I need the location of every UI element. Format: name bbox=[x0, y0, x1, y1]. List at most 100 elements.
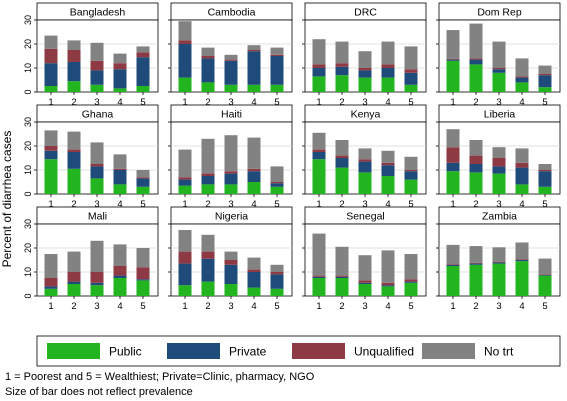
bar-cambodia-1-private bbox=[178, 44, 192, 78]
bar-ghana-5-private bbox=[136, 178, 150, 187]
x-tick-label: 5 bbox=[140, 97, 145, 108]
x-tick-label: 4 bbox=[519, 97, 524, 108]
x-tick-label: 4 bbox=[385, 97, 390, 108]
bar-haiti-3-unqualified bbox=[224, 171, 238, 174]
bar-drc-1-public bbox=[312, 76, 326, 92]
bar-haiti-4-no-trt bbox=[247, 137, 261, 169]
bar-haiti-5-unqualified bbox=[270, 182, 284, 184]
bar-mali-5-public bbox=[136, 280, 150, 296]
bar-nigeria-5-private bbox=[270, 274, 284, 289]
bar-kenya-4-public bbox=[381, 176, 395, 194]
bar-dom-rep-5-unqualified bbox=[538, 74, 552, 76]
x-tick-label: 1 bbox=[316, 97, 321, 108]
bar-kenya-2-no-trt bbox=[335, 140, 349, 156]
bar-dom-rep-1-private bbox=[446, 59, 460, 61]
x-tick-label: 3 bbox=[496, 199, 501, 210]
bar-senegal-3-no-trt bbox=[358, 255, 372, 281]
bar-zambia-1-no-trt bbox=[446, 244, 460, 265]
bar-dom-rep-1-no-trt bbox=[446, 30, 460, 59]
bar-liberia-3-no-trt bbox=[492, 147, 506, 158]
bar-nigeria-2-unqualified bbox=[201, 251, 215, 259]
bar-nigeria-4-private bbox=[247, 272, 261, 288]
bar-senegal-4-unqualified bbox=[381, 282, 395, 286]
x-tick-label: 3 bbox=[228, 199, 233, 210]
panel-title: Kenya bbox=[351, 109, 381, 121]
bar-dom-rep-4-no-trt bbox=[515, 58, 529, 77]
y-tick-label: 10 bbox=[23, 165, 33, 175]
bar-kenya-3-public bbox=[358, 172, 372, 194]
bar-bangladesh-5-private bbox=[136, 57, 150, 86]
x-tick-label: 4 bbox=[117, 199, 122, 210]
bar-haiti-1-private bbox=[178, 179, 192, 186]
panel-title: Liberia bbox=[484, 109, 516, 121]
x-tick-label: 1 bbox=[48, 199, 53, 210]
bar-mali-5-no-trt bbox=[136, 248, 150, 268]
x-tick-label: 4 bbox=[251, 199, 256, 210]
bar-cambodia-5-public bbox=[270, 84, 284, 92]
bar-ghana-5-no-trt bbox=[136, 170, 150, 178]
x-tick-label: 5 bbox=[408, 199, 413, 210]
bar-drc-1-private bbox=[312, 68, 326, 77]
bar-kenya-5-unqualified bbox=[404, 170, 418, 172]
x-tick-label: 2 bbox=[205, 301, 210, 312]
bar-senegal-4-no-trt bbox=[381, 250, 395, 283]
bar-dom-rep-4-public bbox=[515, 82, 529, 92]
x-tick-label: 2 bbox=[71, 199, 76, 210]
bar-senegal-3-private bbox=[358, 282, 372, 284]
bar-cambodia-2-private bbox=[201, 58, 215, 83]
bar-haiti-3-public bbox=[224, 184, 238, 194]
x-tick-label: 2 bbox=[339, 301, 344, 312]
panel-senegal: Senegal 1 2 3 4 5 bbox=[302, 206, 427, 312]
bar-dom-rep-5-public bbox=[538, 87, 552, 92]
bar-cambodia-3-public bbox=[224, 84, 238, 92]
bar-nigeria-3-public bbox=[224, 284, 238, 296]
y-tick-label: 30 bbox=[23, 219, 33, 229]
bar-zambia-3-public bbox=[492, 263, 506, 296]
bar-drc-5-private bbox=[404, 72, 418, 85]
bar-drc-5-public bbox=[404, 84, 418, 92]
bar-liberia-3-private bbox=[492, 166, 506, 174]
bar-kenya-4-no-trt bbox=[381, 150, 395, 163]
bar-zambia-4-unqualified bbox=[515, 259, 529, 260]
bar-zambia-3-no-trt bbox=[492, 247, 506, 262]
panel-title: Haiti bbox=[221, 109, 242, 121]
bar-zambia-4-public bbox=[515, 261, 529, 296]
footnote-bar-size-disclaimer: Size of bar does not reflect prevalence bbox=[5, 386, 193, 398]
bar-zambia-1-private bbox=[446, 264, 460, 266]
bar-dom-rep-3-no-trt bbox=[492, 41, 506, 68]
legend-item-unqualified: Unqualified bbox=[292, 343, 414, 359]
bar-ghana-2-no-trt bbox=[67, 131, 81, 150]
x-tick-label: 4 bbox=[117, 301, 122, 312]
bar-ghana-5-public bbox=[136, 186, 150, 194]
bar-kenya-5-private bbox=[404, 171, 418, 180]
legend-label: Private bbox=[229, 345, 267, 359]
bar-zambia-1-public bbox=[446, 266, 460, 296]
bar-liberia-5-no-trt bbox=[538, 164, 552, 170]
bar-dom-rep-5-private bbox=[538, 75, 552, 88]
bar-bangladesh-3-unqualified bbox=[90, 60, 104, 71]
legend-label: Unqualified bbox=[354, 345, 414, 359]
x-tick-label: 4 bbox=[117, 97, 122, 108]
x-tick-label: 4 bbox=[251, 301, 256, 312]
bar-zambia-5-no-trt bbox=[538, 258, 552, 275]
x-tick-label: 2 bbox=[473, 97, 478, 108]
x-tick-label: 3 bbox=[94, 97, 99, 108]
bar-drc-1-unqualified bbox=[312, 64, 326, 68]
bar-senegal-5-unqualified bbox=[404, 279, 418, 282]
bar-liberia-3-public bbox=[492, 173, 506, 194]
bar-ghana-1-private bbox=[44, 150, 58, 160]
bar-kenya-1-public bbox=[312, 159, 326, 194]
x-tick-label: 4 bbox=[385, 301, 390, 312]
x-tick-label: 2 bbox=[205, 199, 210, 210]
bar-liberia-4-no-trt bbox=[515, 148, 529, 163]
x-tick-label: 4 bbox=[519, 199, 524, 210]
bar-haiti-2-private bbox=[201, 176, 215, 185]
bar-mali-1-private bbox=[44, 286, 58, 289]
bar-bangladesh-3-private bbox=[90, 70, 104, 85]
bar-senegal-2-private bbox=[335, 276, 349, 278]
panel-zambia: Zambia 1 2 3 4 5 bbox=[436, 206, 561, 312]
bar-drc-2-public bbox=[335, 75, 349, 92]
bar-kenya-1-no-trt bbox=[312, 132, 326, 150]
bar-senegal-2-unqualified bbox=[335, 275, 349, 277]
